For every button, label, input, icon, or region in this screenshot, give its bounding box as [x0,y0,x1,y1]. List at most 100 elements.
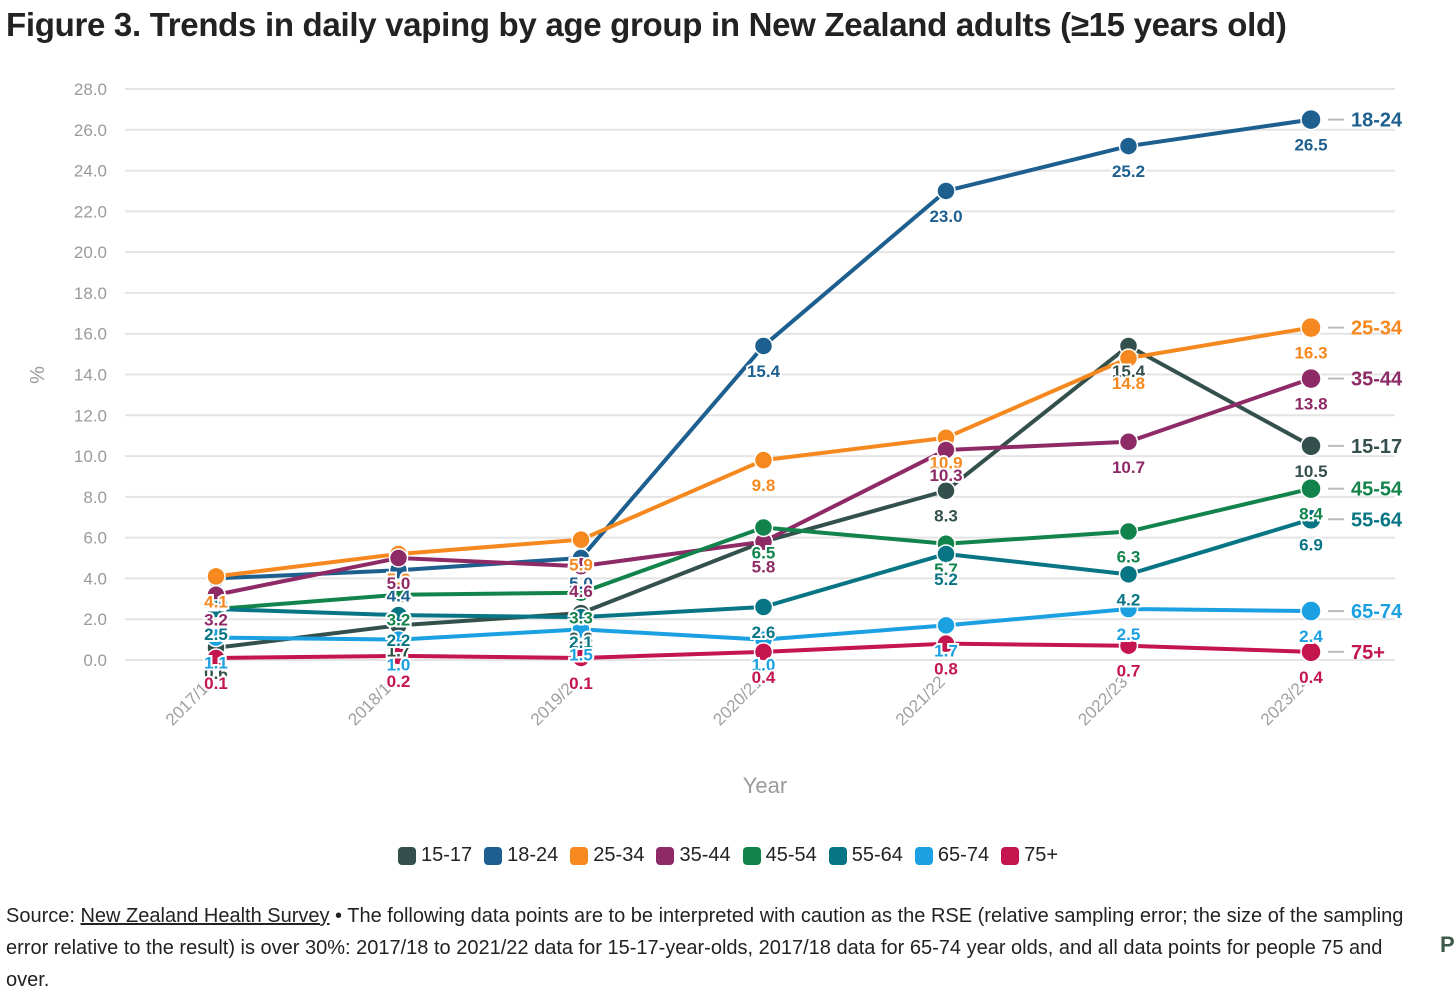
data-label: 0.4 [1299,668,1323,687]
data-point-75+ [206,648,226,668]
end-label-35-44: 35-44 [1351,369,1403,391]
source-link[interactable]: New Zealand Health Survey [80,905,330,927]
data-point-65-74 [571,619,591,640]
data-point-45-54 [388,584,409,605]
legend-label: 75+ [1024,844,1059,866]
data-label: 2.5 [204,625,228,644]
data-label: 10.7 [1112,458,1145,477]
data-label: 2.5 [204,625,228,644]
data-label: 8.4 [1299,505,1323,524]
data-label: 10.9 [929,454,962,473]
legend-item-18-24[interactable]: 18-24 [484,844,558,867]
legend-item-75+[interactable]: 75+ [1001,844,1058,867]
x-tick-label: 2022/23 [1074,672,1131,729]
data-label: 3.3 [569,609,593,628]
y-tick-label: 0.0 [83,651,107,670]
data-label: 6.5 [752,543,776,562]
legend-swatch [742,846,761,865]
data-point-15-17 [936,480,956,501]
series-end-labels: 18-24 25-34 35-44 15-17 45-54 55-64 65-74 75+ [1328,110,1403,664]
data-label: 8.3 [934,507,958,526]
data-label: 0.2 [387,672,411,691]
data-label: 4.4 [387,586,411,605]
data-label: 5.2 [387,570,411,589]
data-point-25-34 [1300,316,1322,339]
data-point-25-34 [1118,348,1139,368]
legend-swatch [484,846,503,865]
end-label-15-17: 15-17 [1351,436,1402,458]
y-tick-label: 8.0 [83,488,107,507]
data-point-45-54 [571,582,591,603]
data-point-25-34 [571,529,591,550]
legend-item-15-17[interactable]: 15-17 [397,844,473,867]
data-label: 4.1 [204,592,228,611]
line-chart: 0.0 2.0 4.0 6.0 8.0 10.0 12.0 14.0 16.0 18.0 20.0 2… [27,80,1403,798]
data-label: 0.1 [569,674,593,693]
chart-title: Figure 3. Trends in daily vaping by age … [6,6,1287,43]
data-label: 5.2 [934,570,958,589]
data-point-18-24 [1118,136,1139,156]
data-point-35-44 [1118,432,1139,452]
data-label: 25.2 [1112,162,1145,181]
legend-swatch [914,846,933,865]
legend-item-45-54[interactable]: 45-54 [742,844,817,867]
end-label-55-64: 55-64 [1351,509,1403,531]
legend-label: 55-64 [851,844,903,866]
gridlines [125,88,1395,661]
data-point-45-54 [1118,521,1139,542]
legend-item-65-74[interactable]: 65-74 [914,844,989,867]
legend-swatch [828,846,847,865]
y-tick-label: 26.0 [74,121,107,140]
data-label: 26.5 [1294,136,1327,155]
y-tick-label: 24.0 [74,162,107,181]
data-label: 5.7 [934,560,958,579]
data-point-55-64 [753,597,774,617]
y-tick-label: 22.0 [74,202,107,221]
data-label: 2.5 [1117,625,1141,644]
data-point-65-74 [1118,599,1139,619]
legend-item-35-44[interactable]: 35-44 [656,844,731,867]
data-point-55-64 [388,605,409,625]
data-label: 2.3 [569,629,593,648]
data-point-75+ [388,646,409,666]
data-point-18-24 [753,336,774,356]
data-label: 6.9 [1299,535,1323,554]
y-tick-label: 20.0 [74,243,107,262]
data-point-35-44 [1300,367,1322,390]
legend-swatch [656,846,675,865]
legend-item-25-34[interactable]: 25-34 [570,844,644,867]
data-label: 1.5 [569,645,593,664]
y-tick-label: 16.0 [74,325,107,344]
series-lines [206,108,1322,668]
data-point-35-44 [571,556,591,576]
data-label: 6.3 [1117,548,1141,567]
legend: 15-17 18-24 25-34 35-44 45-54 55-64 65-74 75+ [0,844,1456,867]
x-tick-label: 2021/22 [892,672,949,729]
data-label: 15.4 [747,362,781,381]
data-label: 10.3 [929,466,962,485]
legend-label: 25-34 [593,844,645,866]
data-label: 9.8 [752,476,776,495]
data-label: 4.0 [204,594,228,613]
data-point-18-24 [936,181,956,201]
data-label: 5.8 [752,558,776,577]
data-label: 16.3 [1294,344,1327,363]
x-axis-label: Year [743,773,787,798]
data-label: 4.2 [1117,590,1141,609]
data-label: 13.8 [1294,395,1327,414]
data-point-65-74 [1300,600,1322,622]
data-point-35-44 [388,548,409,568]
source-note: Source: New Zealand Health Survey • The … [6,900,1426,996]
data-label: 10.5 [1294,462,1327,481]
data-label: 15.4 [1112,362,1146,381]
data-point-75+ [571,648,591,668]
data-point-55-64 [936,544,956,564]
data-label: 1.7 [934,641,958,660]
legend-item-55-64[interactable]: 55-64 [828,844,903,867]
end-label-25-34: 25-34 [1351,318,1403,340]
data-label: 1.1 [204,654,228,673]
legend-label: 15-17 [420,844,473,866]
x-axis: 2017/18 2018/19 2019/20 2020/21 2021/22 2022/… [162,672,1314,798]
data-point-65-74 [936,615,956,636]
data-label: 5.8 [752,558,776,577]
